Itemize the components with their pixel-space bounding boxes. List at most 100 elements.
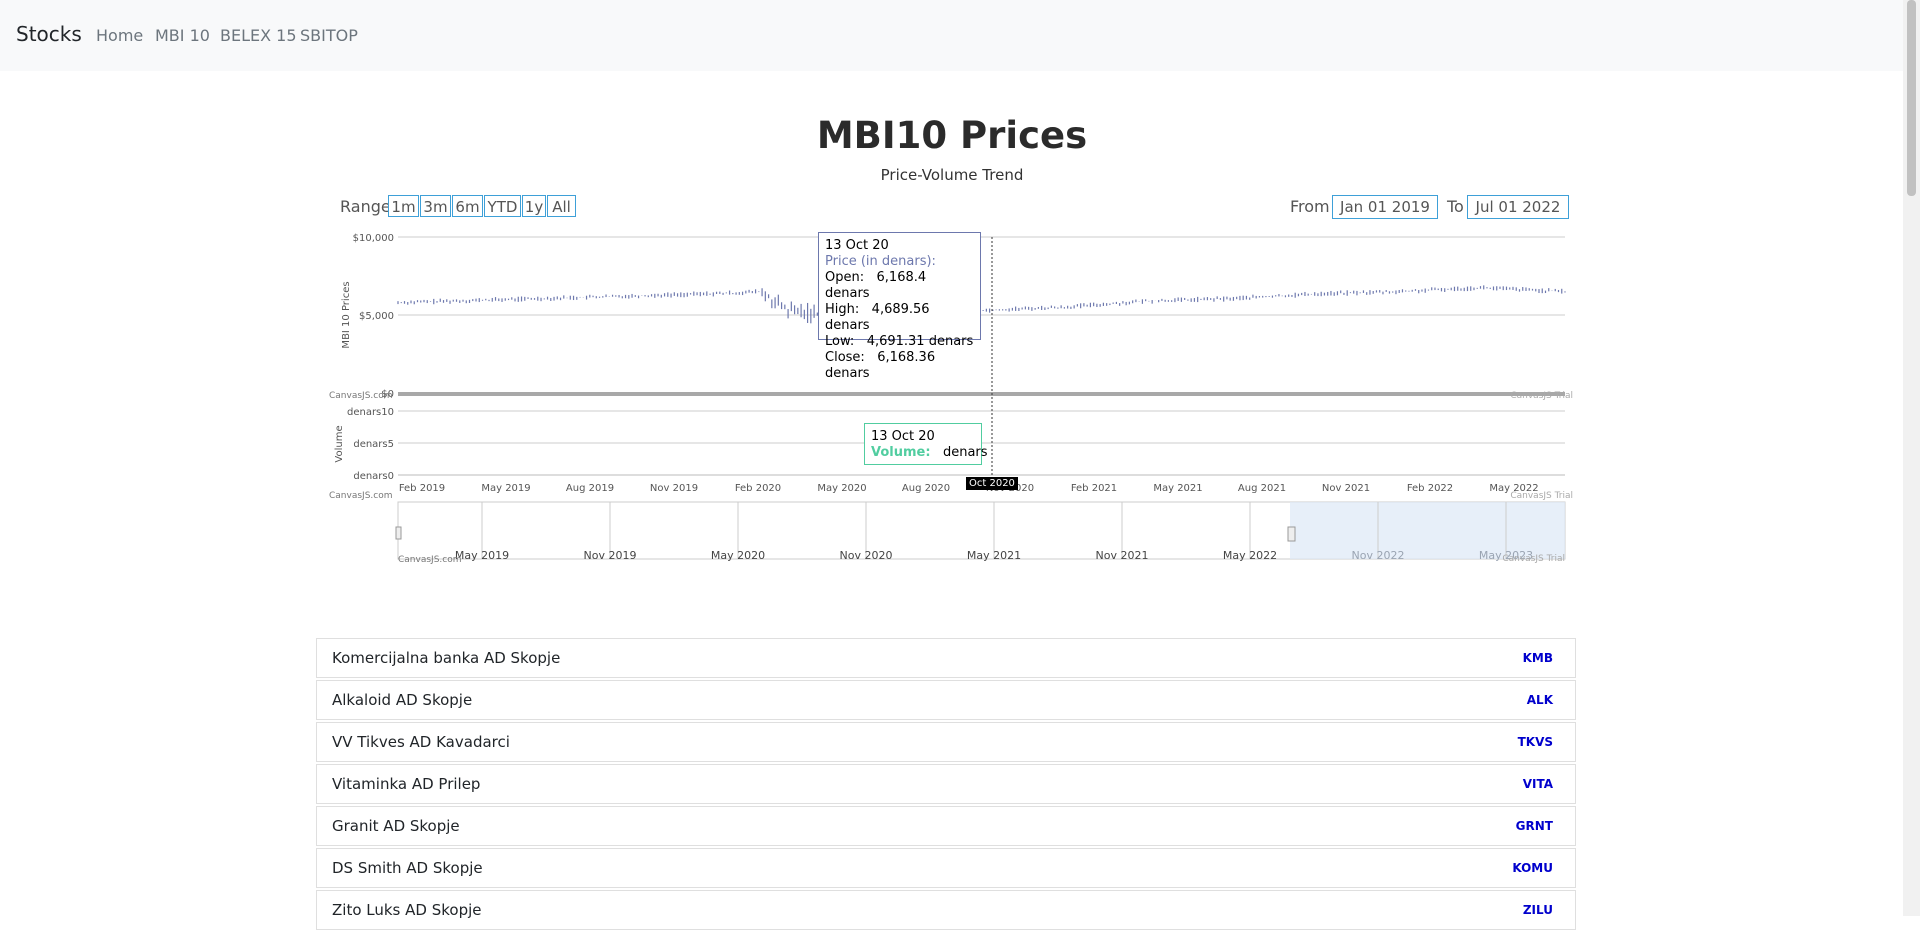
company-name: Granit AD Skopje: [332, 817, 460, 835]
list-item[interactable]: Zito Luks AD Skopje ZILU: [316, 890, 1576, 930]
tooltip-low-value: 4,691.31 denars: [866, 334, 974, 349]
chart-subtitle: Price-Volume Trend: [880, 166, 1024, 184]
tooltip-open-label: Open:: [825, 270, 865, 285]
navigator-handle-right[interactable]: [1287, 526, 1296, 542]
to-date-input[interactable]: Jul 01 2022: [1467, 195, 1569, 219]
x-tick-label: Feb 2020: [735, 483, 781, 494]
from-date-input[interactable]: Jan 01 2019: [1332, 195, 1438, 219]
range-button-3m[interactable]: 3m: [420, 195, 451, 217]
x-tick-label: Nov 2019: [650, 483, 698, 494]
navigator-ticks: May 2019 Nov 2019 May 2020 Nov 2020 May 2021…: [455, 502, 1533, 562]
navigator-tick-label: Nov 2022: [1352, 549, 1405, 562]
range-button-6m[interactable]: 6m: [452, 195, 483, 217]
navigator-tick-label: May 2019: [455, 549, 509, 562]
range-button-1y[interactable]: 1y: [522, 195, 546, 217]
tooltip-date: 13 Oct 20: [825, 238, 889, 253]
volume-axis-label: Volume: [334, 425, 345, 462]
x-tick-label: Aug 2019: [566, 483, 614, 494]
price-axis-label: MBI 10 Prices: [341, 281, 352, 348]
company-name: Vitaminka AD Prilep: [332, 775, 481, 793]
navigator-tick-label: Nov 2021: [1096, 549, 1149, 562]
x-tick-label: May 2021: [1153, 483, 1202, 494]
tooltip-high-value: 4,689.56 denars: [825, 302, 930, 333]
tooltip-close-label: Close:: [825, 350, 865, 365]
company-code-link[interactable]: KMB: [1522, 651, 1553, 665]
range-label: Range: [340, 197, 391, 216]
nav-link-mbi10[interactable]: MBI 10: [155, 26, 210, 45]
crosshair-date-label: Oct 2020: [966, 477, 1018, 490]
company-code-link[interactable]: TKVS: [1517, 735, 1553, 749]
price-volume-chart[interactable]: $10,000 $5,000 $0 MBI 10 Prices CanvasJS…: [320, 225, 1580, 570]
tooltip-open-value: 6,168.4 denars: [825, 270, 927, 301]
company-code-link[interactable]: ZILU: [1522, 903, 1553, 917]
company-code-link[interactable]: GRNT: [1515, 819, 1553, 833]
x-tick-label: Nov 2021: [1322, 483, 1370, 494]
canvasjs-watermark: CanvasJS.com: [329, 491, 392, 501]
price-x-axis-band: [398, 392, 1565, 396]
scrollbar-thumb[interactable]: [1907, 0, 1916, 196]
tooltip-series-name: Volume:: [871, 445, 931, 460]
navigator-tick-label: May 2022: [1223, 549, 1277, 562]
x-tick-label: Aug 2021: [1238, 483, 1286, 494]
company-code-link[interactable]: KOMU: [1512, 861, 1553, 875]
tooltip-series-name: Price (in denars):: [825, 254, 936, 269]
volume-ytick: denars0: [353, 471, 394, 482]
price-ytick: $10,000: [353, 233, 394, 244]
company-name: Zito Luks AD Skopje: [332, 901, 482, 919]
company-code-link[interactable]: ALK: [1526, 693, 1553, 707]
canvasjs-watermark: CanvasJS.com: [398, 555, 461, 565]
to-label: To: [1447, 197, 1464, 216]
company-list: Komercijalna banka AD Skopje KMB Alkaloi…: [316, 638, 1576, 932]
range-button-all[interactable]: All: [547, 195, 576, 217]
tooltip-low-label: Low:: [825, 334, 855, 349]
price-ytick: $0: [381, 389, 394, 400]
x-tick-label: Feb 2022: [1407, 483, 1453, 494]
navigator-tick-label: May 2020: [711, 549, 765, 562]
price-series: [397, 285, 1566, 326]
tooltip-date: 13 Oct 20: [871, 429, 935, 444]
x-tick-label: May 2022: [1489, 483, 1538, 494]
list-item[interactable]: Alkaloid AD Skopje ALK: [316, 680, 1576, 720]
price-tooltip: 13 Oct 20 Price (in denars): Open: 6,168…: [818, 232, 981, 381]
from-label: From: [1290, 197, 1330, 216]
company-name: Alkaloid AD Skopje: [332, 691, 473, 709]
tooltip-volume-value: denars: [942, 445, 988, 460]
tooltip-high-label: High:: [825, 302, 860, 317]
list-item[interactable]: Komercijalna banka AD Skopje KMB: [316, 638, 1576, 678]
range-button-ytd[interactable]: YTD: [484, 195, 521, 217]
x-tick-label: May 2019: [481, 483, 530, 494]
list-item[interactable]: Granit AD Skopje GRNT: [316, 806, 1576, 846]
company-code-link[interactable]: VITA: [1522, 777, 1553, 791]
x-tick-label: Feb 2021: [1071, 483, 1117, 494]
price-ytick: $5,000: [359, 311, 394, 322]
company-name: DS Smith AD Skopje: [332, 859, 483, 877]
company-name: Komercijalna banka AD Skopje: [332, 649, 561, 667]
list-item[interactable]: DS Smith AD Skopje KOMU: [316, 848, 1576, 888]
navigator-tick-label: Nov 2019: [584, 549, 637, 562]
x-tick-label: Feb 2019: [399, 483, 445, 494]
page-scrollbar[interactable]: [1903, 0, 1920, 916]
list-item[interactable]: VV Tikves AD Kavadarci TKVS: [316, 722, 1576, 762]
navigator-selected-range[interactable]: [1290, 502, 1565, 559]
nav-link-sbitop[interactable]: SBITOP: [300, 26, 358, 45]
canvasjs-trial-label: CanvasJS Trial: [1510, 491, 1573, 501]
navbar: Stocks Home MBI 10 BELEX 15 SBITOP: [0, 0, 1920, 71]
navigator-handle-left[interactable]: [395, 526, 402, 540]
tooltip-close-value: 6,168.36 denars: [825, 350, 936, 381]
navigator-tick-label: Nov 2020: [840, 549, 893, 562]
volume-ytick: denars10: [347, 407, 394, 418]
navigator-tick-label: May 2023: [1479, 549, 1533, 562]
nav-link-home[interactable]: Home: [96, 26, 144, 45]
navbar-brand[interactable]: Stocks: [16, 22, 82, 46]
range-button-1m[interactable]: 1m: [388, 195, 419, 217]
company-name: VV Tikves AD Kavadarci: [332, 733, 510, 751]
nav-link-belex15[interactable]: BELEX 15: [220, 26, 297, 45]
canvasjs-trial-label: CanvasJS Trial: [1502, 554, 1565, 564]
list-item[interactable]: Vitaminka AD Prilep VITA: [316, 764, 1576, 804]
canvasjs-watermark: CanvasJS.com: [329, 391, 392, 401]
chart-title: MBI10 Prices: [816, 114, 1088, 157]
x-tick-label: Aug 2020: [902, 483, 950, 494]
navigator-tick-label: May 2021: [967, 549, 1021, 562]
volume-tooltip: 13 Oct 20 Volume: denars: [864, 423, 988, 465]
canvasjs-trial-label: CanvasJS Trial: [1510, 391, 1573, 401]
